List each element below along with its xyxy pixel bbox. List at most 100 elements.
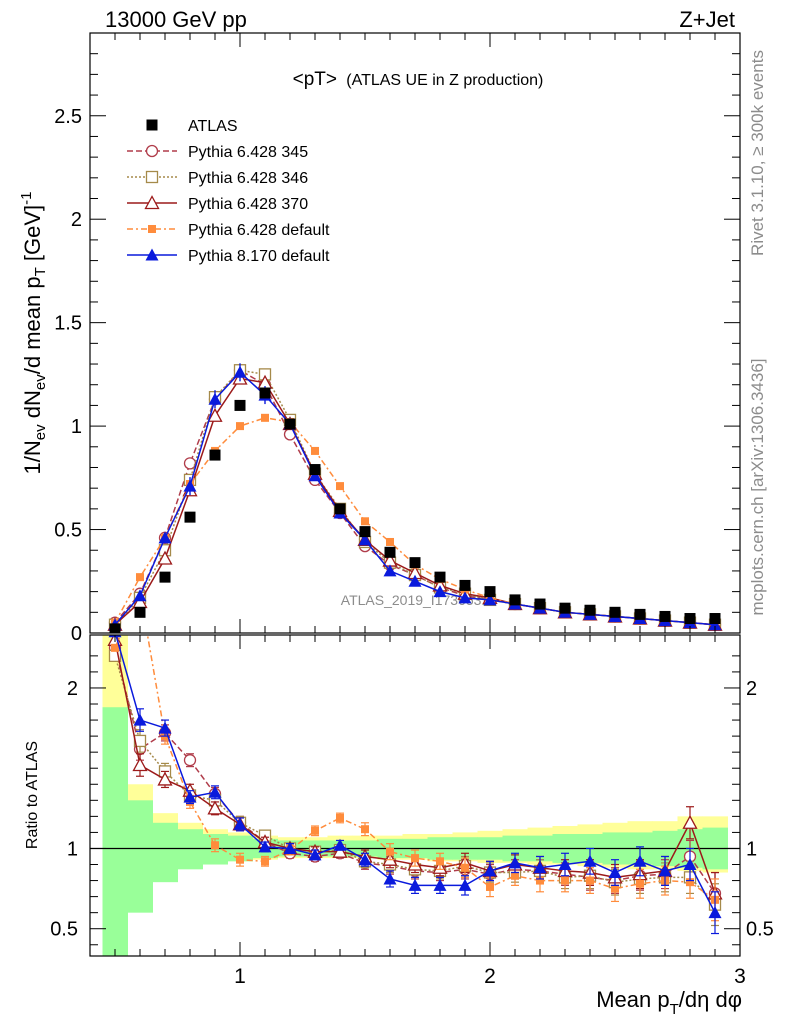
ratio-point	[336, 813, 344, 822]
data-point	[133, 589, 147, 602]
main-ylabel: 1/Nev dNev/d mean pT [GeV]-1	[18, 192, 49, 475]
ratio-point	[682, 814, 698, 829]
legend-label: ATLAS	[188, 118, 238, 135]
x-tick-label: 3	[734, 965, 746, 988]
ratio-point	[157, 771, 173, 786]
y-tick-label: 2.5	[54, 106, 82, 128]
legend-marker	[148, 225, 156, 233]
header-left: 13000 GeV pp	[105, 7, 247, 32]
ratio-point	[183, 790, 197, 803]
legend: ATLAS Pythia 6.428 345 Pythia 6.428 346 Pyt…	[127, 118, 330, 265]
ratio-point	[158, 721, 172, 734]
data-point	[259, 387, 271, 399]
legend-label: Pythia 6.428 345	[188, 144, 308, 161]
data-point	[484, 586, 496, 598]
data-point	[334, 503, 346, 515]
ratio-point	[207, 800, 223, 815]
svg-text:Mean pT/dη dφ: Mean pT/dη dφ	[596, 987, 742, 1018]
legend-item: Pythia 8.170 default	[127, 248, 330, 265]
ratio-point	[208, 785, 222, 798]
data-point	[261, 413, 269, 422]
legend-item: Pythia 6.428 370	[127, 195, 308, 213]
data-point	[709, 613, 721, 625]
y-tick-label: 1	[67, 838, 78, 860]
data-point	[384, 546, 396, 558]
plot-title-sub: (ATLAS UE in Z production)	[346, 72, 543, 89]
ratio-point	[483, 864, 497, 877]
y-tick-label-right: 0.5	[746, 919, 774, 941]
watermark: ATLAS_2019_I1736531	[341, 592, 490, 608]
ratio-point	[233, 817, 247, 830]
ratio-point	[308, 848, 322, 861]
ratio-point	[211, 841, 219, 850]
ratio-point	[311, 826, 319, 835]
ratio-point	[236, 855, 244, 864]
ratio-point	[636, 879, 644, 888]
data-point	[336, 482, 344, 491]
uncertainty-band-bin	[177, 829, 203, 870]
x-tick-label: 2	[484, 965, 496, 988]
legend-marker	[145, 248, 159, 261]
ratio-plot-panel: 0.5 0.5 1 1 2 2 1 2 3	[50, 634, 774, 988]
ratio-point	[383, 872, 397, 885]
data-point	[158, 531, 172, 544]
legend-item: Pythia 6.428 default	[127, 222, 330, 239]
header-right: Z+Jet	[679, 7, 735, 32]
data-point	[433, 585, 447, 598]
ratio-point	[586, 876, 594, 885]
ratio-point	[461, 863, 469, 872]
rivet-label: Rivet 3.1.10, ≥ 300k events	[748, 50, 767, 256]
ratio-point	[561, 876, 569, 885]
data-point	[684, 613, 696, 625]
ratio-point	[332, 843, 348, 858]
data-point	[634, 608, 646, 620]
uncertainty-band-bin	[127, 800, 153, 913]
main-frame	[89, 32, 741, 634]
data-point	[708, 618, 722, 631]
ratio-point	[611, 884, 619, 893]
uncertainty-band-bin	[102, 707, 128, 956]
data-point	[359, 526, 371, 538]
site-label: mcplots.cern.ch [arXiv:1306.3436]	[748, 358, 767, 615]
legend-marker	[144, 195, 160, 210]
ratio-point	[411, 854, 419, 863]
ratio-point	[458, 878, 472, 891]
ratio-point	[183, 754, 197, 767]
ratio-point	[132, 757, 148, 772]
legend-item: ATLAS	[146, 118, 238, 135]
data-point	[309, 464, 321, 476]
series-line	[114, 371, 716, 626]
ratio-point	[283, 841, 297, 854]
data-point	[183, 457, 197, 470]
data-point	[284, 418, 296, 430]
ratio-point	[511, 871, 519, 880]
data-point	[559, 602, 571, 614]
data-point	[383, 564, 397, 577]
data-point	[361, 517, 369, 526]
y-tick-label: 0.5	[54, 520, 82, 542]
legend-label: Pythia 6.428 default	[188, 222, 330, 239]
x-tick-label: 1	[234, 965, 246, 988]
y-tick-label: 1.5	[54, 313, 82, 335]
ratio-point	[708, 906, 722, 919]
y-tick-label: 1	[71, 416, 82, 438]
data-point	[434, 571, 446, 583]
series-p346	[108, 364, 722, 631]
ratio-point	[133, 713, 147, 726]
ratio-ylabel: Ratio to ATLAS	[24, 741, 41, 849]
ratio-point	[533, 861, 547, 874]
data-point	[311, 446, 319, 455]
series-p345	[108, 364, 722, 631]
data-point	[183, 479, 197, 492]
ratio-frame	[89, 634, 741, 957]
legend-marker	[146, 119, 158, 131]
ratio-point	[261, 857, 269, 866]
y-tick-label: 0	[71, 623, 82, 645]
y-tick-label: 0.5	[50, 919, 78, 941]
data-point	[234, 399, 246, 411]
ratio-point	[486, 882, 494, 891]
ratio-point	[358, 853, 372, 866]
data-point	[659, 610, 671, 622]
data-point	[459, 579, 471, 591]
